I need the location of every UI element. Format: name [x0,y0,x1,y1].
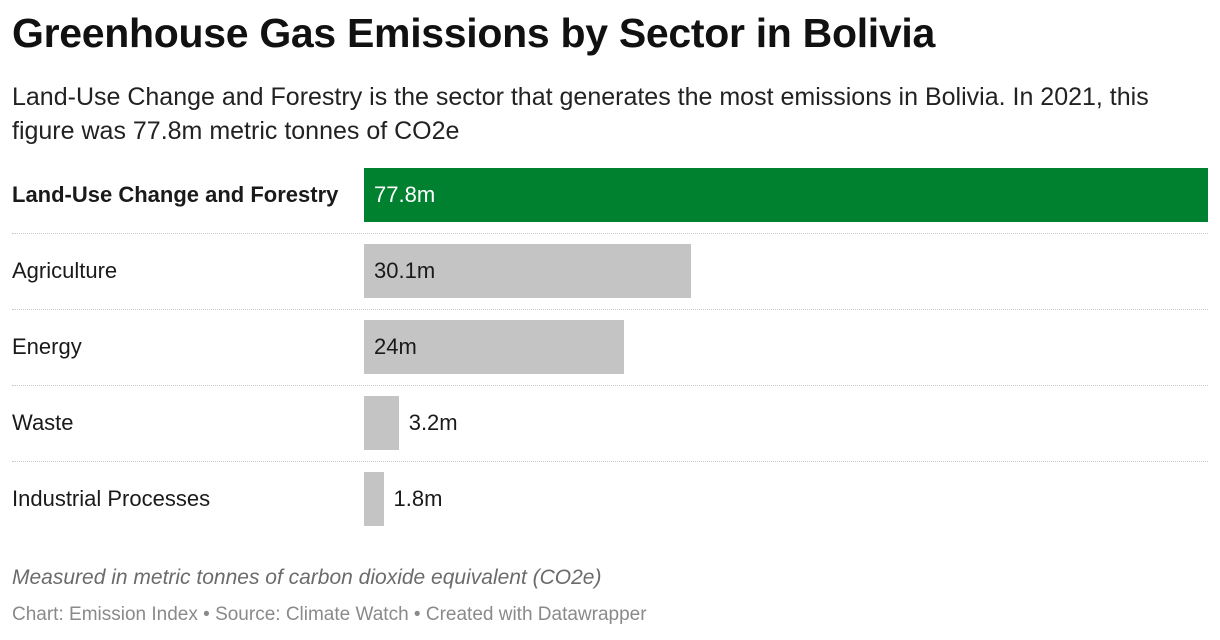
bar [364,396,399,450]
row-divider [12,309,1208,310]
bar [364,168,1208,222]
bar [364,320,625,374]
category-label: Industrial Processes [12,486,211,511]
chart-footer: Chart: Emission Index • Source: Climate … [12,604,647,625]
value-label: 24m [374,334,417,359]
category-label: Land-Use Change and Forestry [12,182,339,207]
value-label: 77.8m [374,182,436,207]
category-label: Agriculture [12,258,118,283]
row-divider [12,461,1208,462]
bar [364,472,384,526]
chart-title: Greenhouse Gas Emissions by Sector in Bo… [12,10,935,56]
chart-subtitle: Land-Use Change and Forestry is the sect… [12,83,1149,145]
value-label: 1.8m [393,486,443,511]
row-divider [12,233,1208,234]
value-label: 30.1m [374,258,436,283]
category-label: Energy [12,334,82,359]
category-label: Waste [12,410,74,435]
unit-note: Measured in metric tonnes of carbon diox… [12,566,602,589]
bar [364,244,691,298]
value-label: 3.2m [408,410,458,435]
row-divider [12,385,1208,386]
